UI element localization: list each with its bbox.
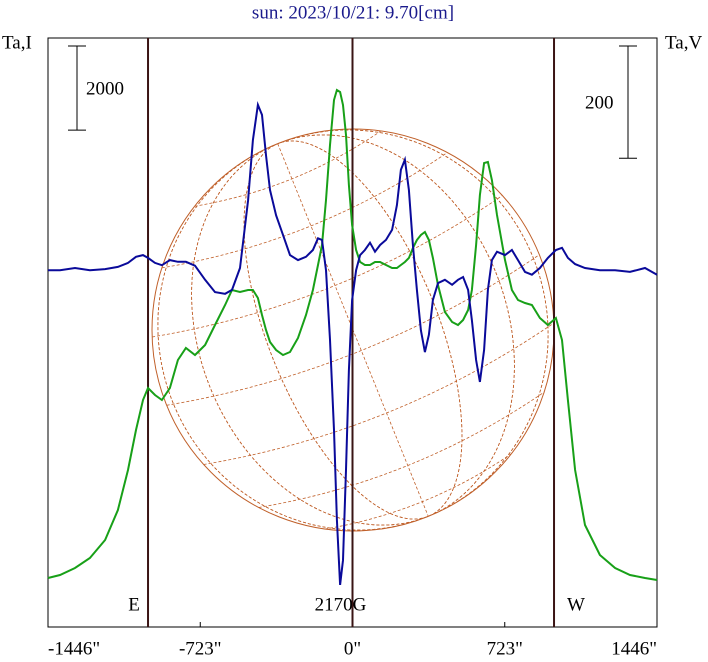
- chart-title: sun: 2023/10/21: 9.70[cm]: [252, 2, 454, 23]
- scale-label: 2000: [86, 78, 124, 99]
- x-tick-label: 0": [344, 638, 361, 659]
- x-tick-label: -1446": [48, 638, 100, 659]
- marker-label: W: [567, 594, 585, 615]
- series-line: [48, 100, 658, 586]
- x-tick-label: -723": [179, 638, 222, 659]
- parallel: [194, 130, 382, 207]
- marker-label: 2170G: [315, 594, 367, 615]
- parallel: [324, 453, 512, 530]
- parallel: [161, 152, 448, 269]
- parallel: [152, 195, 503, 338]
- y-axis-label: Ta,I: [2, 32, 32, 53]
- parallel: [166, 254, 540, 406]
- x-tick-label: 1446": [611, 638, 657, 659]
- meridian: [191, 134, 515, 526]
- series-line: [47, 88, 658, 581]
- parallel: [258, 391, 545, 508]
- scale-label: 200: [585, 92, 614, 113]
- x-tick-label: 723": [487, 638, 523, 659]
- y2-axis-label: Ta,V: [665, 32, 702, 53]
- scale-bar-v: 200: [585, 45, 637, 159]
- scale-bar-i: 2000: [68, 45, 124, 131]
- marker-label: E: [128, 594, 140, 615]
- parallel: [203, 322, 555, 465]
